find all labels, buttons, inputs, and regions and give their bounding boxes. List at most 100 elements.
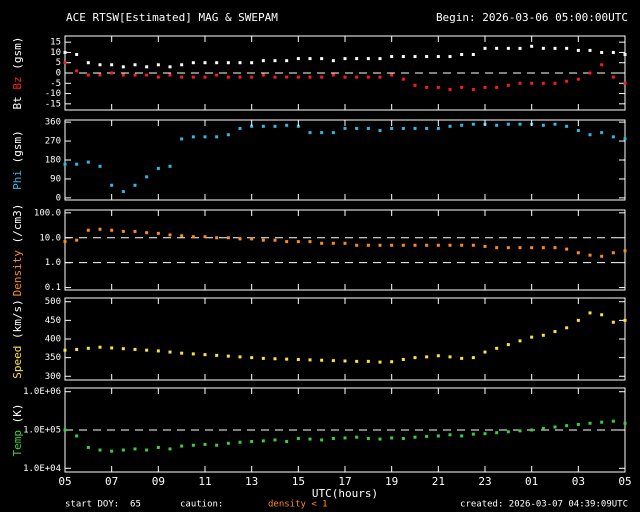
data-point [518, 122, 522, 126]
x-tick-label: 05 [58, 475, 71, 488]
data-point [110, 346, 114, 350]
data-point [401, 55, 405, 59]
data-point [215, 236, 219, 240]
x-tick-label: 07 [105, 475, 118, 488]
data-point [565, 326, 569, 330]
data-point [460, 85, 464, 89]
data-point [401, 126, 405, 130]
data-point [413, 435, 417, 439]
data-point [215, 135, 219, 139]
data-point [98, 345, 102, 349]
data-point [203, 235, 207, 239]
data-point [495, 85, 499, 89]
data-point [296, 240, 300, 244]
data-point [320, 75, 324, 79]
data-point [308, 437, 312, 441]
x-tick-label: 01 [525, 475, 538, 488]
data-point [425, 355, 429, 359]
x-axis-label: UTC(hours) [312, 487, 378, 500]
data-point [156, 349, 160, 353]
data-point [506, 83, 510, 87]
label-gap [11, 243, 24, 250]
data-point [86, 346, 90, 350]
data-point [261, 439, 265, 443]
y-tick-label: -15 [45, 99, 61, 109]
legend-entry: Bz [11, 76, 24, 89]
data-point [390, 55, 394, 59]
data-point [413, 243, 417, 247]
data-point [110, 63, 114, 67]
data-point [86, 160, 90, 164]
data-point [121, 347, 125, 351]
data-point [390, 360, 394, 364]
data-point [530, 81, 534, 85]
data-point [75, 69, 79, 73]
data-point [203, 135, 207, 139]
data-point [191, 235, 195, 239]
data-point [296, 124, 300, 128]
data-point [413, 356, 417, 360]
data-point [121, 73, 125, 77]
y-tick-label: 360 [45, 118, 61, 128]
data-point [343, 75, 347, 79]
data-point [436, 55, 440, 59]
data-point [238, 126, 242, 130]
data-point [226, 236, 230, 240]
data-point [471, 243, 475, 247]
data-point [553, 425, 557, 429]
data-point [296, 57, 300, 61]
data-point [355, 243, 359, 247]
data-point [588, 311, 592, 315]
data-point [180, 234, 184, 238]
x-tick-label: 09 [152, 475, 165, 488]
data-point [611, 135, 615, 139]
data-point [75, 347, 79, 351]
y-tick-label: 270 [45, 137, 61, 147]
data-point [168, 447, 172, 451]
y-tick-label: 500 [45, 297, 61, 307]
y-tick-label: 90 [50, 174, 61, 184]
data-point [180, 137, 184, 141]
data-point [168, 233, 172, 237]
data-point [576, 129, 580, 133]
y-tick-label: -10 [45, 89, 61, 99]
data-point [600, 313, 604, 317]
label-gap [11, 90, 24, 97]
data-point [75, 162, 79, 166]
data-point [471, 53, 475, 56]
data-point [600, 131, 604, 135]
data-point [156, 445, 160, 449]
data-point [565, 46, 569, 50]
data-point [238, 440, 242, 444]
data-point [366, 436, 370, 440]
plot-frame [64, 119, 626, 201]
data-point [495, 431, 499, 435]
data-point [576, 251, 580, 255]
y-tick-label: 1.0E+06 [23, 387, 61, 397]
data-point [273, 238, 277, 242]
data-point [261, 124, 265, 128]
data-point [541, 81, 545, 85]
x-tick-label: 11 [198, 475, 211, 488]
data-point [495, 123, 499, 127]
data-point [366, 359, 370, 363]
data-point [226, 133, 230, 137]
data-point [320, 131, 324, 135]
data-point [110, 228, 114, 232]
data-point [378, 243, 382, 247]
data-point [250, 124, 254, 128]
data-point [460, 53, 464, 56]
data-point [343, 436, 347, 440]
data-point [133, 183, 137, 187]
y-unit: (gsm) [11, 37, 24, 70]
data-point [448, 433, 452, 437]
data-point [623, 53, 627, 56]
data-point [553, 330, 557, 334]
data-point [600, 63, 604, 67]
data-point [471, 87, 475, 91]
data-point [226, 61, 230, 65]
plot-frame [64, 209, 626, 291]
x-tick-label: 17 [338, 475, 351, 488]
data-point [541, 426, 545, 430]
